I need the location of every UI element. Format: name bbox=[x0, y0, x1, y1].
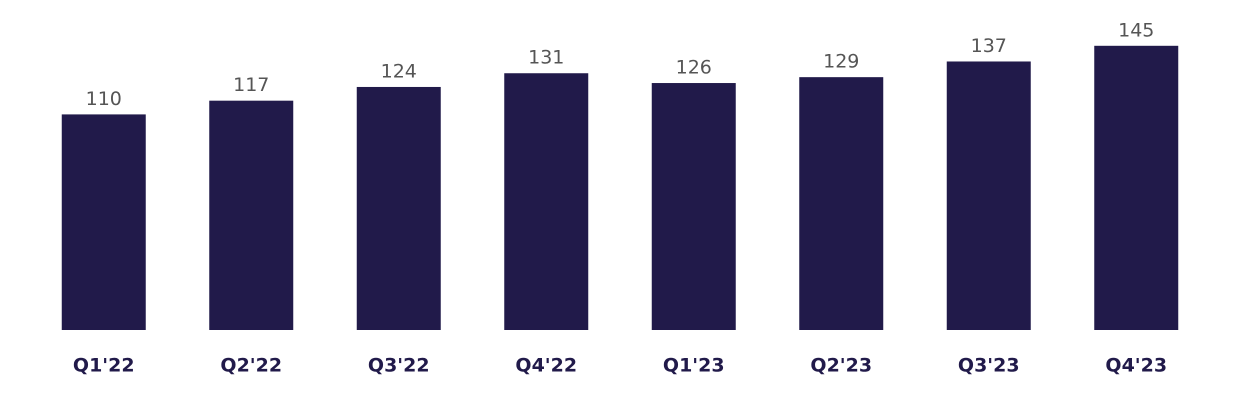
bar bbox=[209, 100, 294, 331]
x-tick-label: Q1'22 bbox=[73, 355, 135, 377]
bar bbox=[651, 83, 736, 330]
value-label: 117 bbox=[233, 74, 269, 96]
value-label: 129 bbox=[823, 51, 859, 73]
x-tick-label: Q3'23 bbox=[958, 355, 1020, 377]
value-label: 145 bbox=[1118, 19, 1154, 41]
bar bbox=[356, 86, 441, 331]
x-tick-label: Q2'23 bbox=[810, 355, 872, 377]
bar bbox=[799, 77, 884, 330]
value-label: 124 bbox=[381, 60, 417, 82]
value-label: 110 bbox=[86, 88, 122, 110]
x-tick-label: Q2'22 bbox=[220, 355, 282, 377]
value-label: 137 bbox=[971, 35, 1007, 57]
value-label: 126 bbox=[676, 57, 712, 79]
bar bbox=[61, 114, 146, 331]
x-tick-label: Q4'22 bbox=[515, 355, 577, 377]
bar bbox=[1094, 45, 1179, 331]
x-tick-label: Q3'22 bbox=[368, 355, 430, 377]
bar bbox=[504, 73, 589, 331]
value-label: 131 bbox=[528, 47, 564, 69]
x-tick-label: Q4'23 bbox=[1105, 355, 1167, 377]
x-tick-label: Q1'23 bbox=[663, 355, 725, 377]
bar bbox=[946, 61, 1031, 330]
